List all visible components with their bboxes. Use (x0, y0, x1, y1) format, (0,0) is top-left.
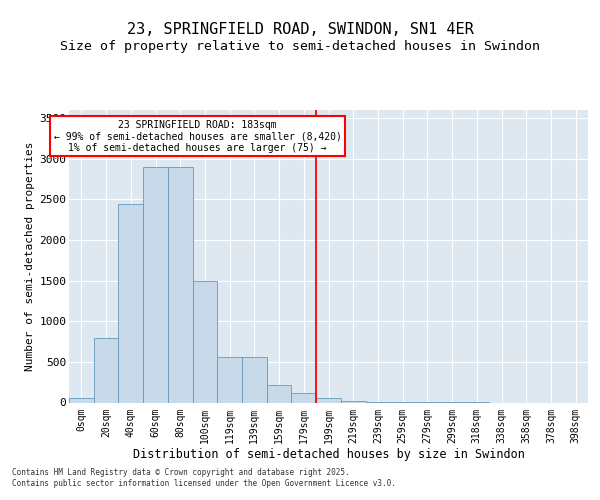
Text: 23 SPRINGFIELD ROAD: 183sqm
← 99% of semi-detached houses are smaller (8,420)
1%: 23 SPRINGFIELD ROAD: 183sqm ← 99% of sem… (53, 120, 341, 153)
Bar (94, 338, 118, 402)
Bar (316, 398, 341, 402)
X-axis label: Distribution of semi-detached houses by size in Swindon: Distribution of semi-detached houses by … (133, 448, 524, 461)
Text: Size of property relative to semi-detached houses in Swindon: Size of property relative to semi-detach… (60, 40, 540, 53)
Y-axis label: Number of semi-detached properties: Number of semi-detached properties (25, 142, 35, 371)
Bar (217, 357, 242, 403)
Bar (292, 393, 316, 402)
Text: 23, SPRINGFIELD ROAD, SWINDON, SN1 4ER: 23, SPRINGFIELD ROAD, SWINDON, SN1 4ER (127, 22, 473, 38)
Bar (267, 384, 292, 402)
Bar (168, 167, 193, 402)
Bar (242, 357, 267, 403)
Bar (193, 280, 217, 402)
Text: Contains HM Land Registry data © Crown copyright and database right 2025.
Contai: Contains HM Land Registry data © Crown c… (12, 468, 396, 487)
Bar (143, 167, 168, 402)
Bar (69, 398, 94, 402)
Bar (118, 204, 143, 402)
